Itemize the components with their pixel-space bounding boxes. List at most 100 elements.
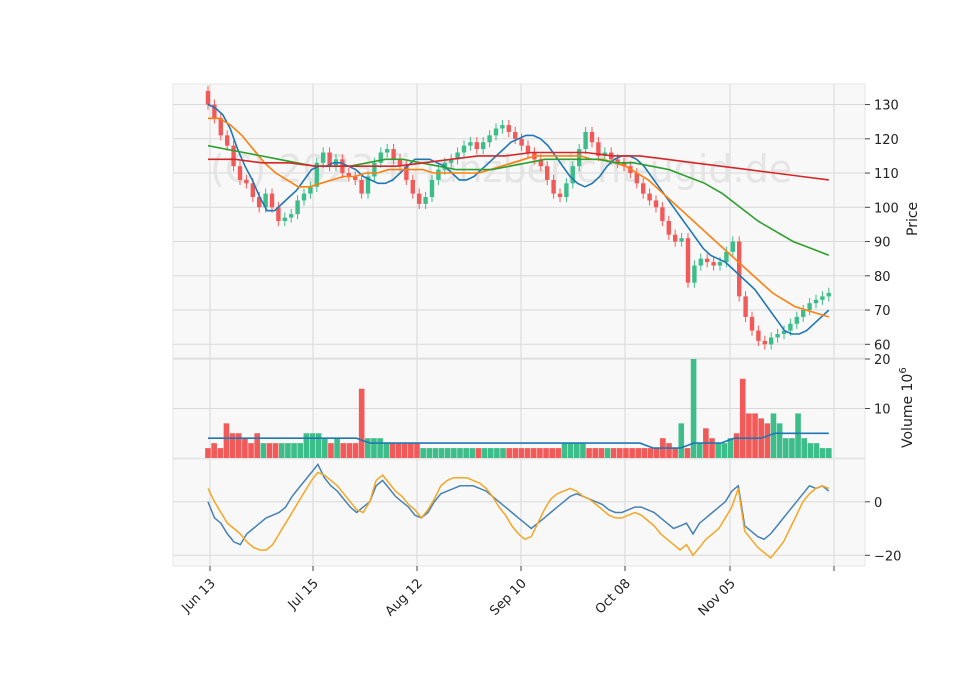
candle-body [749, 316, 755, 331]
candle-body [666, 221, 671, 235]
volume-bar [518, 448, 525, 458]
candle-body [257, 197, 262, 208]
volume-bar [592, 448, 599, 458]
moving-average-line [207, 103, 830, 335]
moving-average-line [208, 117, 830, 318]
volume-bar [457, 448, 463, 458]
volume-bar [795, 413, 801, 458]
candle-body [301, 193, 307, 201]
candle-body [429, 179, 435, 198]
panel-background-oscillator [172, 458, 866, 567]
candle-body [493, 128, 499, 136]
candle-body [353, 176, 358, 180]
volume-bar [727, 438, 734, 458]
watermark-text: (C) 2023 finanzbericht-ugid.de [210, 147, 792, 191]
y-tick-label: 70 [874, 304, 891, 319]
volume-bar [641, 448, 648, 458]
volume-bar [604, 448, 611, 458]
candle-body [359, 179, 364, 194]
candle-body [711, 262, 716, 266]
volume-bar [776, 423, 783, 458]
volume-bar [260, 443, 267, 458]
volume-bar [739, 378, 746, 458]
volume-bar [377, 438, 383, 458]
volume-bar [340, 443, 347, 458]
volume-bar [789, 438, 795, 458]
candle-body [225, 135, 230, 146]
volume-bar [309, 433, 316, 458]
volume-bar [278, 443, 285, 458]
candle-body [327, 152, 332, 167]
candle-body [525, 145, 531, 153]
candle-body [813, 299, 819, 304]
candle-body [730, 241, 735, 252]
candle-body [410, 179, 415, 194]
y-tick-label: 80 [874, 270, 891, 285]
volume-bar [285, 443, 291, 458]
volume-bar [666, 443, 672, 458]
volume-bar [629, 448, 635, 458]
volume-bar [598, 448, 605, 458]
candle-body [468, 142, 473, 146]
candle-body [417, 193, 422, 204]
volume-bar [481, 448, 488, 458]
volume-bar [672, 448, 678, 458]
candle-body [449, 159, 454, 163]
volume-bar [813, 443, 820, 458]
volume-axis-title: Volume 106 [898, 367, 916, 448]
volume-bar [801, 438, 808, 458]
x-tick-label: Nov 05 [696, 576, 739, 619]
candle-body [295, 200, 300, 215]
volume-bar [297, 443, 303, 458]
volume-bar [395, 443, 402, 458]
volume-bar [567, 443, 574, 458]
y-tick-label: 110 [874, 167, 899, 182]
candle-body [500, 125, 505, 129]
volume-bar [580, 443, 586, 458]
volume-bar [383, 443, 390, 458]
candle-body [436, 169, 441, 180]
volume-bar [764, 423, 771, 458]
candle-body [391, 149, 396, 160]
volume-bar [494, 448, 500, 458]
candle-body [461, 145, 467, 153]
volume-bar [807, 443, 814, 458]
volume-bar [352, 443, 359, 458]
candle-body [679, 238, 684, 242]
volume-bar [506, 448, 512, 458]
volume-bar [401, 443, 408, 458]
candle-body [660, 207, 665, 221]
candle-body [756, 330, 761, 341]
volume-bar [451, 448, 457, 458]
volume-axis-exponent: 6 [898, 367, 909, 373]
volume-bar [715, 443, 721, 458]
volume-bar [463, 448, 469, 458]
volume-bar [826, 448, 832, 458]
volume-bar [211, 443, 217, 458]
candle-body [564, 183, 569, 198]
candle-body [589, 131, 595, 143]
y-tick-label: 100 [874, 201, 899, 216]
candle-body [724, 251, 729, 263]
candle-body [205, 90, 211, 105]
volume-bar [647, 448, 654, 458]
candle-body [269, 193, 275, 208]
volume-bar [358, 388, 365, 458]
volume-bar [782, 438, 789, 458]
volume-bar [475, 448, 482, 458]
candle-body [673, 234, 678, 242]
candle-body [423, 197, 428, 204]
candle-body [212, 104, 217, 119]
candle-body [705, 258, 710, 263]
volume-bar [334, 438, 340, 458]
volume-bar [524, 448, 531, 458]
volume-bar [586, 448, 592, 458]
candle-body [807, 303, 812, 311]
volume-bar [272, 443, 279, 458]
volume-bar [432, 448, 439, 458]
candle-body [551, 179, 556, 194]
candle-body [474, 142, 479, 150]
x-tick-label: Aug 12 [383, 576, 426, 619]
